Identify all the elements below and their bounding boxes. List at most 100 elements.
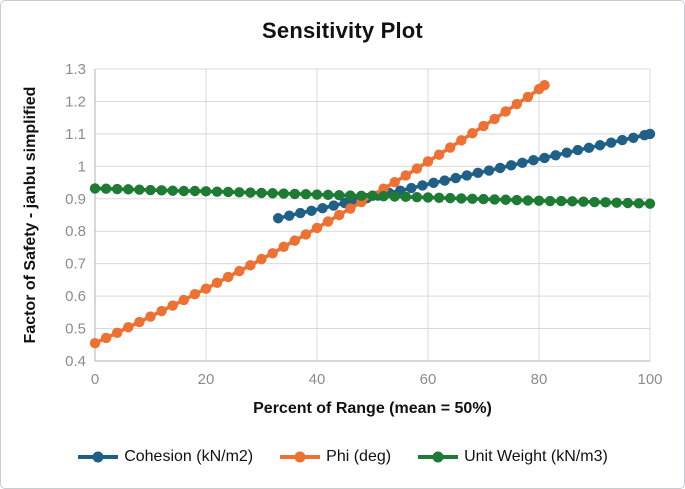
data-point-unit-weight-kn-m3-: [367, 190, 378, 202]
data-point-cohesion-kn-m2-: [539, 152, 550, 164]
data-point-unit-weight-kn-m3-: [189, 185, 201, 197]
data-point-unit-weight-kn-m3-: [334, 190, 345, 201]
data-point-phi-deg-: [234, 265, 245, 277]
data-point-cohesion-kn-m2-: [583, 142, 595, 154]
data-point-phi-deg-: [289, 235, 300, 246]
data-point-unit-weight-kn-m3-: [556, 195, 567, 207]
data-point-phi-deg-: [145, 311, 156, 322]
data-point-phi-deg-: [478, 120, 489, 132]
data-point-unit-weight-kn-m3-: [223, 186, 234, 198]
data-point-unit-weight-kn-m3-: [89, 183, 101, 194]
data-point-cohesion-kn-m2-: [506, 160, 517, 171]
legend-label-cohesion: Cohesion (kN/m2): [124, 448, 254, 465]
data-point-unit-weight-kn-m3-: [112, 183, 123, 195]
data-point-cohesion-kn-m2-: [406, 182, 417, 194]
data-point-phi-deg-: [278, 241, 289, 252]
data-point-unit-weight-kn-m3-: [522, 195, 534, 206]
data-point-cohesion-kn-m2-: [550, 150, 561, 161]
data-point-unit-weight-kn-m3-: [256, 187, 267, 199]
data-point-unit-weight-kn-m3-: [433, 192, 445, 204]
data-point-unit-weight-kn-m3-: [489, 194, 500, 205]
x-tick-label: 40: [309, 371, 326, 388]
legend-item-cohesion: Cohesion (kN/m2): [77, 448, 253, 466]
data-point-unit-weight-kn-m3-: [345, 190, 356, 201]
data-point-cohesion-kn-m2-: [494, 162, 506, 174]
data-point-unit-weight-kn-m3-: [478, 193, 489, 205]
data-point-unit-weight-kn-m3-: [467, 193, 478, 204]
data-point-phi-deg-: [411, 163, 423, 174]
legend-label-phi: Phi (deg): [326, 448, 392, 465]
data-point-unit-weight-kn-m3-: [200, 186, 212, 197]
y-tick-label: 0.7: [65, 256, 86, 273]
data-point-phi-deg-: [511, 98, 522, 110]
data-point-phi-deg-: [311, 222, 323, 234]
x-tick-label: 0: [91, 371, 99, 388]
data-point-unit-weight-kn-m3-: [145, 184, 156, 196]
data-point-unit-weight-kn-m3-: [622, 197, 633, 209]
data-point-unit-weight-kn-m3-: [167, 185, 178, 196]
series-line-phi-deg-: [93, 83, 547, 345]
data-point-phi-deg-: [89, 337, 101, 349]
data-point-unit-weight-kn-m3-: [445, 192, 456, 204]
data-point-phi-deg-: [245, 260, 256, 271]
y-tick-label: 0.5: [65, 321, 86, 338]
data-point-cohesion-kn-m2-: [617, 134, 628, 146]
data-point-cohesion-kn-m2-: [272, 213, 284, 224]
data-point-unit-weight-kn-m3-: [633, 198, 645, 209]
y-tick-label: 0.6: [65, 288, 86, 305]
data-point-phi-deg-: [167, 300, 178, 311]
data-point-phi-deg-: [156, 305, 167, 317]
legend: Cohesion (kN/m2) Phi (deg) Unit Weight (…: [1, 448, 684, 466]
data-point-phi-deg-: [300, 229, 312, 240]
data-point-phi-deg-: [322, 216, 334, 227]
data-point-phi-deg-: [178, 294, 189, 306]
y-tick-label: 1.1: [65, 126, 86, 143]
data-point-cohesion-kn-m2-: [461, 170, 473, 181]
data-point-phi-deg-: [334, 209, 345, 221]
data-point-unit-weight-kn-m3-: [567, 196, 578, 207]
data-point-cohesion-kn-m2-: [483, 165, 495, 176]
cohesion-line-marker-icon: [78, 451, 119, 463]
data-point-unit-weight-kn-m3-: [422, 192, 434, 203]
data-point-phi-deg-: [400, 170, 411, 181]
data-point-unit-weight-kn-m3-: [100, 183, 112, 194]
y-tick-label: 0.4: [65, 353, 86, 370]
legend-item-unit-weight: Unit Weight (kN/m3): [417, 448, 608, 466]
y-tick-label: 1.2: [65, 93, 86, 110]
data-point-unit-weight-kn-m3-: [300, 189, 312, 200]
data-point-unit-weight-kn-m3-: [544, 195, 556, 207]
data-point-phi-deg-: [200, 283, 212, 294]
data-point-cohesion-kn-m2-: [528, 154, 539, 166]
data-point-cohesion-kn-m2-: [417, 180, 428, 191]
x-tick-label: 20: [198, 371, 215, 388]
data-point-unit-weight-kn-m3-: [322, 189, 334, 201]
data-point-phi-deg-: [467, 128, 478, 139]
data-point-phi-deg-: [378, 183, 389, 194]
data-point-phi-deg-: [223, 271, 234, 283]
y-tick-label: 1.3: [65, 61, 86, 78]
data-point-unit-weight-kn-m3-: [456, 193, 467, 204]
data-point-phi-deg-: [189, 288, 201, 300]
data-point-unit-weight-kn-m3-: [533, 195, 545, 206]
data-point-cohesion-kn-m2-: [644, 128, 656, 140]
data-point-cohesion-kn-m2-: [306, 205, 317, 216]
y-tick-label: 0.9: [65, 191, 86, 208]
data-point-unit-weight-kn-m3-: [234, 187, 245, 198]
data-point-cohesion-kn-m2-: [284, 210, 295, 221]
data-point-unit-weight-kn-m3-: [500, 194, 511, 205]
data-point-unit-weight-kn-m3-: [267, 188, 278, 199]
data-point-phi-deg-: [100, 332, 112, 344]
data-point-phi-deg-: [489, 113, 500, 125]
data-point-cohesion-kn-m2-: [450, 172, 461, 184]
data-point-cohesion-kn-m2-: [472, 167, 484, 179]
data-point-cohesion-kn-m2-: [605, 137, 617, 148]
data-point-phi-deg-: [112, 327, 123, 338]
data-point-cohesion-kn-m2-: [439, 175, 450, 186]
data-point-phi-deg-: [211, 277, 223, 289]
x-axis-title: Percent of Range (mean = 50%): [253, 400, 492, 417]
legend-label-unit-weight: Unit Weight (kN/m3): [464, 448, 608, 465]
data-point-unit-weight-kn-m3-: [178, 185, 189, 197]
data-point-cohesion-kn-m2-: [328, 200, 339, 211]
